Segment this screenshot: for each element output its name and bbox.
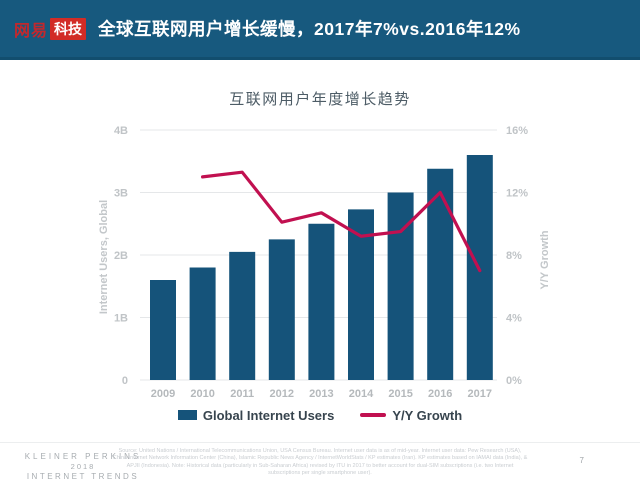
legend-bar-label: Global Internet Users <box>202 407 335 423</box>
tech-logo-badge: 科技 <box>50 17 87 40</box>
right-axis-tick: 0% <box>506 375 522 387</box>
legend-line-label: Y/Y Growth <box>392 407 463 423</box>
x-axis-label: 2013 <box>309 388 333 400</box>
right-axis-title: Y/Y Growth <box>539 230 551 289</box>
brand-report: INTERNET TRENDS <box>26 472 140 481</box>
right-axis-tick: 4% <box>506 313 522 325</box>
bar-2009 <box>150 280 176 380</box>
brand-name: KLEINER PERKINS <box>24 452 142 461</box>
bar-2016 <box>427 168 454 380</box>
netease-logo-text: 网易 <box>14 22 49 40</box>
yy-growth-line <box>201 170 482 273</box>
bar-2012 <box>268 239 295 380</box>
page-number: 7 <box>579 456 584 465</box>
left-axis-tick: 1B <box>114 313 128 325</box>
slide-headline: 全球互联网用户增长缓慢，2017年7%vs.2016年12% <box>98 19 521 39</box>
left-axis-tick: 0 <box>122 375 128 387</box>
source-note: Source: United Nations / International T… <box>112 448 528 477</box>
footer: KLEINER PERKINS 2018 INTERNET TRENDS Sou… <box>0 442 640 481</box>
legend-item-line: Y/Y Growth <box>360 408 462 423</box>
x-axis-label: 2012 <box>270 388 294 400</box>
left-axis-tick: 3B <box>114 188 128 200</box>
bar-2010 <box>189 267 216 380</box>
right-axis-tick: 16% <box>506 125 528 137</box>
brand-year: 2018 <box>70 462 96 471</box>
x-axis-label: 2014 <box>349 388 374 400</box>
right-axis-tick: 12% <box>506 188 528 200</box>
kleiner-perkins-brand: KLEINER PERKINS 2018 INTERNET TRENDS <box>8 452 158 481</box>
left-axis-tick: 4B <box>114 125 128 137</box>
chart-title: 互联网用户年度增长趋势 <box>229 91 411 108</box>
left-axis-title: Internet Users, Global <box>98 200 110 314</box>
x-axis-label: 2016 <box>428 388 452 400</box>
chart-legend: Global Internet Users Y/Y Growth <box>0 404 640 426</box>
x-axis-label: 2017 <box>468 388 492 400</box>
x-axis-label: 2010 <box>190 388 214 400</box>
line-swatch-icon <box>360 413 387 417</box>
header-bar: 网易 科技 全球互联网用户增长缓慢，2017年7%vs.2016年12% <box>0 0 640 60</box>
right-axis-tick: 8% <box>506 250 522 262</box>
netease-tech-logo: 网易 科技 <box>14 17 87 41</box>
x-axis-label: 2011 <box>230 388 254 400</box>
x-axis-label: 2015 <box>388 388 412 400</box>
x-axis-label: 2009 <box>151 388 175 400</box>
bar-2011 <box>229 251 256 380</box>
bar-2013 <box>308 223 335 380</box>
growth-chart: 0 0% 1B 4% 2B 8% 3B 12% 4B 16% Internet Users, Glo… <box>98 125 551 400</box>
left-axis-tick: 2B <box>114 250 128 262</box>
bar-swatch-icon <box>177 410 197 420</box>
legend-item-bars: Global Internet Users <box>177 407 335 423</box>
